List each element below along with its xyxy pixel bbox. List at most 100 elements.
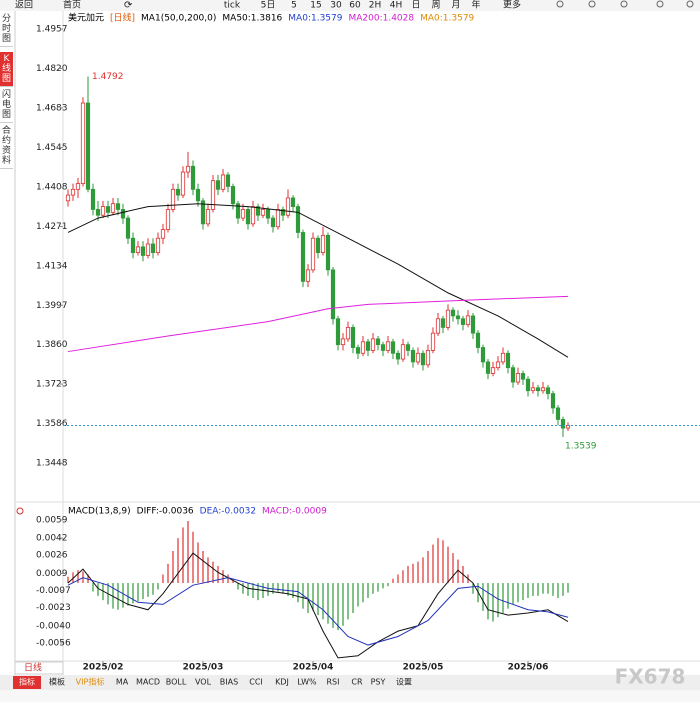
legend-item: MACD:-0.0009 bbox=[262, 507, 327, 517]
tab[interactable]: BIAS bbox=[220, 678, 238, 687]
toolbar-button[interactable]: 30 bbox=[330, 1, 342, 11]
candle-body bbox=[170, 188, 176, 210]
tab[interactable]: KDJ bbox=[275, 678, 289, 687]
toolbar-button[interactable]: 日 bbox=[411, 0, 420, 11]
tab[interactable]: VOL bbox=[195, 678, 212, 687]
toolbar-button[interactable]: 更多 bbox=[503, 0, 521, 11]
x-tick-label: 2025/04 bbox=[293, 663, 334, 673]
candle-body bbox=[305, 269, 311, 282]
settings-icon[interactable] bbox=[16, 507, 24, 515]
tab[interactable]: 模板 bbox=[49, 677, 65, 687]
toolbar-icon[interactable] bbox=[620, 0, 628, 8]
tab[interactable]: CR bbox=[351, 678, 363, 687]
candle-body bbox=[480, 347, 486, 363]
sidebar-tab[interactable]: K线图 bbox=[0, 52, 13, 87]
sidebar-tab[interactable]: 合约资料 bbox=[0, 124, 13, 169]
toolbar-icon[interactable] bbox=[556, 0, 564, 8]
candle-body bbox=[235, 203, 241, 219]
candle-body bbox=[275, 209, 281, 228]
toolbar-button[interactable]: 返回 bbox=[15, 0, 33, 11]
toolbar-button[interactable]: 5 bbox=[291, 1, 297, 11]
indicator-line bbox=[67, 552, 569, 659]
candle-body bbox=[135, 246, 141, 254]
candle-body bbox=[435, 318, 441, 334]
candle-body bbox=[510, 367, 516, 383]
toolbar-icon[interactable] bbox=[656, 0, 664, 8]
toolbar-icon[interactable] bbox=[686, 0, 694, 8]
toolbar-button[interactable]: 首页 bbox=[63, 0, 81, 11]
toolbar-button[interactable]: 4H bbox=[390, 1, 403, 11]
candle-body bbox=[260, 209, 266, 216]
candle-body bbox=[205, 209, 211, 225]
candle-body bbox=[255, 206, 261, 216]
candle-body bbox=[465, 315, 471, 325]
candle-body bbox=[75, 183, 81, 190]
candle-body bbox=[340, 338, 346, 346]
candle-body bbox=[220, 174, 226, 190]
candle-body bbox=[535, 387, 541, 392]
candle-body bbox=[245, 209, 251, 225]
period-select[interactable]: 日线 bbox=[24, 662, 42, 674]
y-tick-label: 1.3860 bbox=[36, 340, 68, 350]
toolbar-button[interactable]: tick bbox=[224, 1, 241, 11]
y-tick-label: 1.4134 bbox=[36, 261, 68, 271]
tab[interactable]: CCI bbox=[249, 678, 263, 687]
candle-body bbox=[90, 188, 96, 210]
tab[interactable]: LW% bbox=[297, 678, 317, 687]
legend-item: [日线] bbox=[110, 12, 135, 24]
toolbar-icon[interactable] bbox=[588, 0, 596, 8]
tab[interactable]: 设置 bbox=[396, 677, 412, 687]
candle-body bbox=[165, 209, 171, 230]
y-tick-label: -0.0056 bbox=[36, 638, 71, 648]
candle-body bbox=[370, 338, 376, 351]
candle-body bbox=[490, 367, 496, 374]
candle-body bbox=[295, 206, 301, 233]
toolbar-button[interactable]: 年 bbox=[471, 0, 480, 11]
candle-body bbox=[445, 309, 451, 328]
candle-body bbox=[315, 237, 321, 254]
tab[interactable]: BOLL bbox=[166, 678, 187, 687]
candle-body bbox=[320, 234, 326, 254]
y-tick-label: 1.3448 bbox=[36, 459, 68, 469]
tab[interactable]: MA bbox=[116, 678, 129, 687]
candle-body bbox=[300, 232, 306, 282]
candle-body bbox=[350, 327, 356, 348]
toolbar-button[interactable]: 5日 bbox=[261, 0, 276, 11]
toolbar-button[interactable]: 15 bbox=[310, 1, 321, 11]
y-tick-label: 0.0009 bbox=[36, 569, 68, 579]
legend-item: 美元加元 bbox=[68, 12, 104, 24]
candle-body bbox=[405, 344, 411, 351]
candle-body bbox=[180, 171, 186, 196]
y-tick-label: 1.4957 bbox=[36, 25, 68, 35]
candle-body bbox=[200, 200, 206, 225]
candle-body bbox=[175, 188, 181, 196]
tab[interactable]: MACD bbox=[136, 678, 160, 687]
toolbar-button[interactable]: 周 bbox=[431, 0, 440, 11]
candle-body bbox=[360, 341, 366, 354]
candle-body bbox=[110, 203, 116, 213]
indicator-line bbox=[67, 295, 569, 353]
tab[interactable]: VIP指标 bbox=[76, 677, 105, 687]
tab[interactable]: 指标 bbox=[19, 677, 35, 687]
candle-body bbox=[380, 344, 386, 351]
indicator-line bbox=[67, 203, 569, 358]
candle-body bbox=[325, 234, 331, 271]
tabbar-bg bbox=[0, 675, 700, 690]
sidebar-tab[interactable]: 闪电图 bbox=[0, 88, 13, 123]
sidebar-tab[interactable]: 分时图 bbox=[0, 12, 13, 47]
refresh-icon[interactable]: ⟳ bbox=[124, 0, 133, 11]
candle-body bbox=[520, 373, 526, 380]
toolbar-button[interactable]: 月 bbox=[451, 0, 460, 11]
toolbar-button[interactable]: 2H bbox=[369, 1, 382, 11]
tab[interactable]: RSI bbox=[327, 678, 340, 687]
tab[interactable]: PSY bbox=[371, 678, 386, 687]
y-tick-label: 1.4408 bbox=[36, 183, 68, 193]
candle-body bbox=[120, 209, 126, 219]
candle-body bbox=[455, 315, 461, 320]
statusbar bbox=[0, 690, 700, 702]
toolbar-button[interactable]: 60 bbox=[349, 1, 361, 11]
candle-body bbox=[160, 229, 166, 239]
candle-body bbox=[105, 206, 111, 213]
x-tick-label: 2025/03 bbox=[183, 663, 224, 673]
candle-body bbox=[530, 387, 536, 392]
